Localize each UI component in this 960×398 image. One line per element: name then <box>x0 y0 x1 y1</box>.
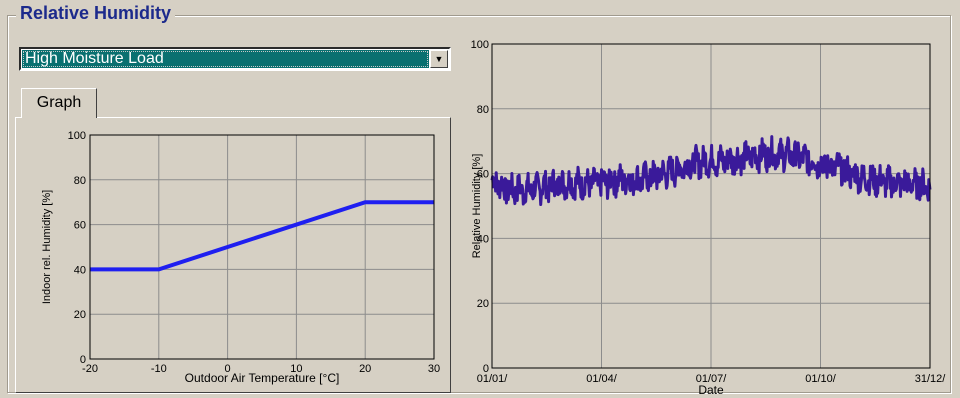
graph-tab-panel <box>15 117 451 393</box>
group-title: Relative Humidity <box>16 2 176 24</box>
left-humidity-curve <box>90 200 434 272</box>
right-x-axis-label: Date <box>698 383 724 397</box>
left-x-tick-label: 20 <box>359 363 371 375</box>
left-x-tick-label: 30 <box>428 363 440 375</box>
left-y-tick-label: 60 <box>74 220 86 232</box>
left-y-axis-label: Indoor rel. Humidity [%] <box>41 190 53 304</box>
right-y-tick-label: 40 <box>477 233 489 245</box>
moisture-load-select[interactable]: High Moisture Load ▼ <box>19 47 451 71</box>
outdoor-temp-humidity-chart: -20 -10 0 10 20 30 0 20 40 60 80 100 Outdoor Air Te… <box>41 130 440 385</box>
left-y-tick-label: 40 <box>74 264 86 276</box>
left-plot-frame <box>89 134 435 360</box>
left-x-tick-label: -20 <box>82 363 98 375</box>
right-x-tick-label: 01/07/ <box>696 373 728 385</box>
right-x-tick-label: 01/01/ <box>477 373 509 385</box>
tab-graph[interactable]: Graph <box>21 88 97 118</box>
left-x-axis-label: Outdoor Air Temperature [°C] <box>185 371 340 385</box>
left-x-tick-label: 10 <box>290 363 302 375</box>
right-x-tick-label: 01/04/ <box>586 373 618 385</box>
right-x-tick-label: 31/12/ <box>915 373 947 385</box>
right-y-tick-label: 100 <box>471 39 489 51</box>
moisture-load-select-value[interactable]: High Moisture Load <box>22 50 429 68</box>
annual-humidity-chart: 01/01/01/04/01/07/01/10/31/12/0 20 40 60 80 1… <box>471 39 947 397</box>
left-y-tick-label: 80 <box>74 175 86 187</box>
left-x-tick-label: -10 <box>151 363 167 375</box>
left-y-tick-label: 100 <box>68 130 86 142</box>
left-x-tick-label: 0 <box>225 363 231 375</box>
right-y-axis-label: Relative Humidity [%] <box>471 154 483 259</box>
right-x-tick-label: 01/10/ <box>805 373 837 385</box>
right-y-tick-label: 0 <box>483 363 489 375</box>
left-y-tick-label: 0 <box>80 354 86 366</box>
left-y-tick-label: 20 <box>74 309 86 321</box>
right-y-tick-label: 20 <box>477 298 489 310</box>
right-y-tick-label: 80 <box>477 104 489 116</box>
right-y-tick-label: 60 <box>477 169 489 181</box>
chevron-down-icon[interactable]: ▼ <box>430 50 448 68</box>
right-humidity-trace <box>490 135 932 206</box>
relative-humidity-group <box>7 15 951 393</box>
right-plot-frame <box>491 43 931 369</box>
